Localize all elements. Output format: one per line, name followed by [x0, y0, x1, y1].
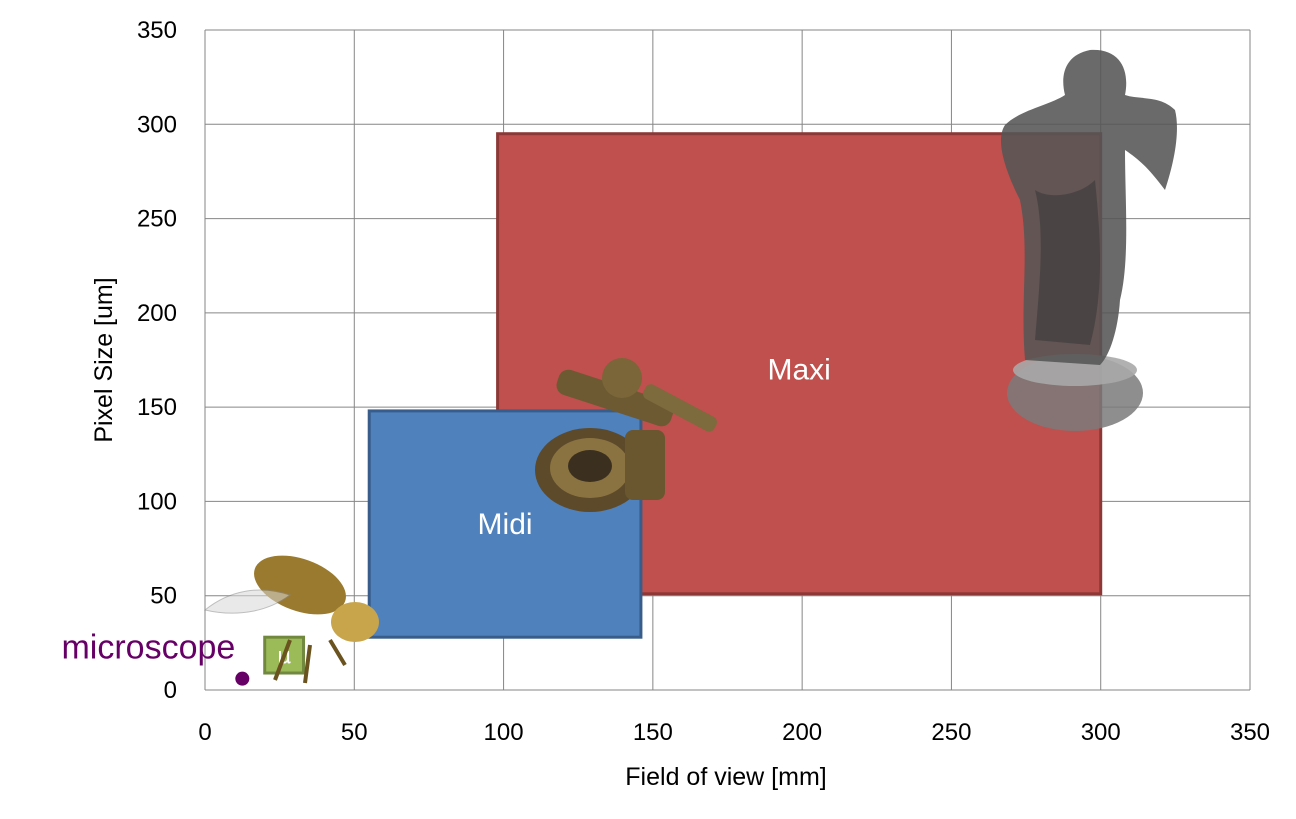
instrument-illustration: [535, 358, 717, 512]
fly-illustration: [203, 555, 379, 684]
y-tick-label: 150: [137, 394, 177, 421]
x-tick-labels: 0 50 100 150 200 250 300 350: [198, 719, 1270, 746]
x-tick-label: 350: [1230, 719, 1270, 746]
y-axis-title: Pixel Size [um]: [90, 277, 118, 442]
x-tick-label: 200: [782, 719, 822, 746]
y-tick-label: 50: [150, 583, 177, 610]
points: microscope: [61, 629, 250, 686]
point-microscope: [235, 671, 250, 686]
y-tick-label: 350: [137, 17, 177, 44]
y-tick-label: 0: [164, 677, 177, 704]
y-tick-label: 250: [137, 206, 177, 233]
x-tick-label: 100: [484, 719, 524, 746]
y-tick-labels: 0 50 100 150 200 250 300 350: [137, 17, 177, 704]
x-tick-label: 300: [1081, 719, 1121, 746]
x-tick-label: 150: [633, 719, 673, 746]
point-label: microscope: [61, 629, 235, 667]
x-tick-label: 250: [931, 719, 971, 746]
x-tick-label: 50: [341, 719, 368, 746]
y-tick-label: 100: [137, 488, 177, 515]
region-label: Midi: [478, 508, 533, 541]
y-tick-label: 300: [137, 111, 177, 138]
x-axis-title: Field of view [mm]: [625, 763, 826, 791]
x-tick-label: 0: [198, 719, 211, 746]
region-label: Maxi: [767, 353, 830, 386]
statue-illustration: [1000, 49, 1177, 431]
y-tick-label: 200: [137, 300, 177, 327]
